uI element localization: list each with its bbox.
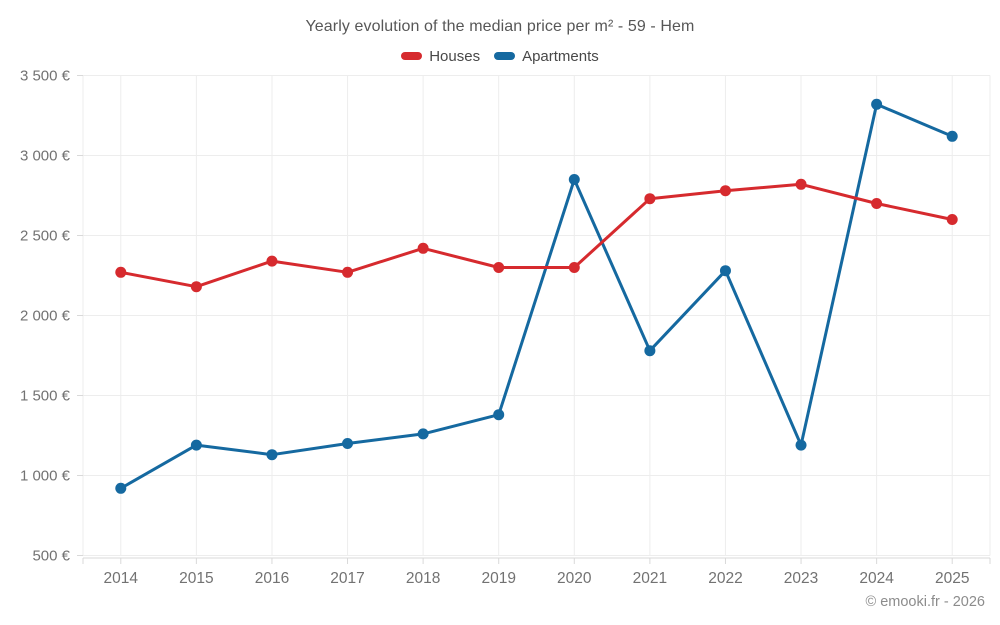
y-axis-tick-label: 2 500 € [20, 228, 71, 245]
houses-point [719, 185, 731, 197]
apartments-point [568, 174, 580, 185]
houses-point [417, 242, 429, 254]
houses-point [568, 262, 580, 273]
y-axis-tick-label: 500 € [32, 548, 70, 565]
houses-line [119, 182, 954, 289]
x-axis-tick-label: 2019 [481, 570, 515, 587]
apartments-series [115, 98, 958, 494]
legend-item-apartments[interactable]: Apartments [494, 48, 599, 65]
houses-legend-swatch-icon [401, 52, 423, 60]
legend-label-houses: Houses [429, 47, 481, 65]
x-axis-tick-label: 2024 [859, 570, 894, 587]
y-axis-tick-label: 3 000 € [20, 148, 71, 165]
x-axis-tick-label: 2023 [784, 570, 818, 587]
x-axis-tick-label: 2025 [935, 570, 969, 587]
axes [77, 75, 991, 564]
x-axis-tick-label: 2020 [557, 570, 592, 587]
gridlines [82, 75, 991, 556]
chart-legend: Houses Apartments [0, 46, 1000, 66]
chart-title: Yearly evolution of the median price per… [305, 18, 695, 35]
houses-point [871, 198, 883, 209]
apartments-point [644, 345, 656, 357]
houses-point [493, 262, 505, 273]
apartments-point [417, 428, 429, 440]
houses-point [115, 266, 127, 278]
y-axis-tick-label: 1 500 € [20, 388, 71, 405]
houses-point [946, 214, 958, 225]
x-axis-tick-label: 2021 [633, 570, 667, 587]
apartments-point [946, 130, 958, 142]
legend-item-houses[interactable]: Houses [401, 48, 480, 65]
apartments-point [115, 482, 127, 494]
copyright-credit: © emooki.fr - 2026 [865, 594, 985, 610]
legend-label-apartments: Apartments [522, 47, 599, 65]
apartments-line [119, 102, 954, 490]
y-axis-tick-label: 2 000 € [20, 308, 71, 325]
apartments-point [795, 439, 807, 451]
x-axis-tick-label: 2015 [179, 570, 213, 587]
apartments-point [342, 438, 354, 449]
houses-series [115, 178, 958, 293]
x-axis-tick-label: 2016 [255, 570, 289, 587]
x-axis-tick-label: 2022 [708, 570, 742, 587]
apartments-point [871, 98, 883, 110]
apartments-point [493, 409, 505, 421]
houses-point [795, 178, 807, 190]
houses-point [342, 266, 354, 278]
apartments-point [190, 439, 202, 451]
x-axis-tick-label: 2017 [330, 570, 364, 587]
houses-point [190, 281, 202, 293]
axis-labels: 3 500 € 3 000 € 2 500 € 2 000 € 1 500 € 1 000… [20, 68, 969, 588]
x-axis-tick-label: 2014 [104, 570, 139, 587]
apartments-legend-swatch-icon [494, 52, 516, 60]
y-axis-tick-label: 3 500 € [20, 68, 71, 85]
houses-point [644, 193, 656, 205]
apartments-point [266, 449, 278, 461]
y-axis-tick-label: 1 000 € [20, 468, 71, 485]
apartments-point [719, 265, 731, 277]
series-layer [115, 98, 958, 494]
houses-point [266, 255, 278, 267]
x-axis-tick-label: 2018 [406, 570, 440, 587]
